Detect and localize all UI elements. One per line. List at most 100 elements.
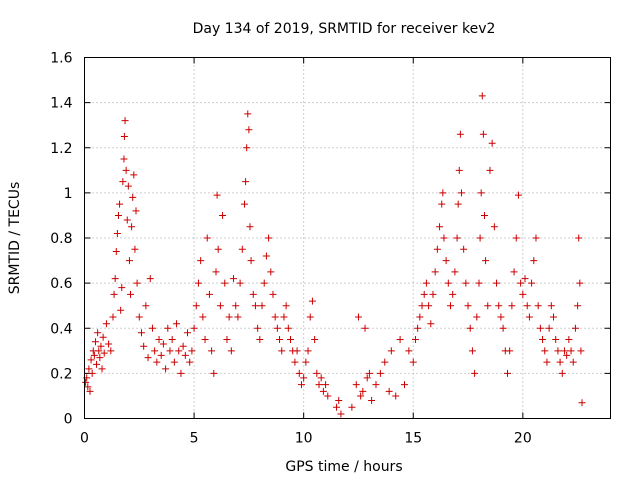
data-point — [543, 358, 551, 366]
data-point — [429, 290, 437, 298]
data-point — [405, 347, 413, 355]
data-point — [267, 268, 275, 276]
data-point — [306, 313, 314, 321]
data-point — [455, 166, 463, 174]
data-point — [116, 200, 124, 208]
data-point — [387, 347, 395, 355]
data-point — [368, 396, 376, 404]
data-point — [254, 324, 262, 332]
data-point — [422, 279, 430, 287]
data-point — [560, 347, 568, 355]
data-point — [177, 369, 185, 377]
data-point — [396, 336, 404, 344]
data-point — [242, 178, 250, 186]
data-point — [484, 302, 492, 310]
data-point — [482, 257, 490, 265]
data-point — [523, 302, 531, 310]
data-point — [131, 245, 139, 253]
data-point — [512, 234, 520, 242]
data-point — [87, 356, 95, 364]
data-point — [547, 302, 555, 310]
data-point — [476, 234, 484, 242]
data-point — [190, 324, 198, 332]
data-point — [199, 313, 207, 321]
data-point — [117, 306, 125, 314]
data-point — [173, 320, 181, 328]
data-point — [225, 313, 233, 321]
data-point — [197, 257, 205, 265]
data-point — [184, 329, 192, 337]
data-point — [111, 275, 119, 283]
data-point — [282, 302, 290, 310]
data-point — [376, 369, 384, 377]
data-point — [271, 313, 279, 321]
data-point — [100, 349, 108, 357]
data-point — [107, 347, 115, 355]
data-point — [300, 374, 308, 382]
data-point — [575, 234, 583, 242]
data-point — [122, 166, 130, 174]
data-point — [363, 374, 371, 382]
data-point — [221, 279, 229, 287]
data-point — [444, 279, 452, 287]
data-point — [420, 290, 428, 298]
data-point — [499, 324, 507, 332]
y-tick-label: 1 — [64, 186, 73, 202]
y-tick-label: 1.2 — [50, 141, 72, 157]
data-point — [411, 336, 419, 344]
data-point — [84, 383, 92, 391]
data-point — [495, 302, 503, 310]
data-point — [129, 193, 137, 201]
data-point — [216, 302, 224, 310]
x-tick-label: 0 — [80, 431, 89, 447]
data-point — [457, 189, 465, 197]
data-point — [96, 354, 104, 362]
data-point — [521, 275, 529, 283]
data-point — [304, 347, 312, 355]
data-point — [508, 302, 516, 310]
data-point — [194, 279, 202, 287]
data-point — [359, 387, 367, 395]
data-point — [488, 139, 496, 147]
data-point — [361, 324, 369, 332]
data-point — [125, 257, 133, 265]
data-point — [528, 279, 536, 287]
data-point — [94, 329, 102, 337]
data-point — [213, 191, 221, 199]
data-point — [414, 324, 422, 332]
data-point — [105, 340, 113, 348]
data-point — [91, 338, 99, 346]
data-point — [571, 324, 579, 332]
data-point — [510, 268, 518, 276]
data-point — [440, 234, 448, 242]
data-point — [128, 223, 136, 231]
data-point — [210, 369, 218, 377]
data-point — [203, 234, 211, 242]
data-point — [449, 290, 457, 298]
data-point — [260, 279, 268, 287]
data-point — [381, 358, 389, 366]
data-point — [99, 333, 107, 341]
data-point — [119, 178, 127, 186]
data-point — [276, 336, 284, 344]
data-point — [249, 290, 257, 298]
y-tick-label: 1.6 — [50, 51, 72, 67]
data-point — [256, 336, 264, 344]
data-point — [95, 347, 103, 355]
data-point — [577, 347, 585, 355]
data-point — [88, 369, 96, 377]
data-point — [348, 403, 356, 411]
data-point — [447, 302, 455, 310]
data-point — [98, 365, 106, 373]
data-point — [280, 313, 288, 321]
data-point — [545, 324, 553, 332]
chart-title: Day 134 of 2019, SRMTID for receiver kev… — [193, 21, 496, 37]
data-point — [113, 229, 121, 237]
data-point — [284, 324, 292, 332]
data-point — [181, 351, 189, 359]
data-point — [273, 324, 281, 332]
y-axis-label: SRMTID / TECUs — [7, 182, 23, 295]
data-point — [503, 369, 511, 377]
data-point — [418, 302, 426, 310]
data-point — [409, 358, 417, 366]
